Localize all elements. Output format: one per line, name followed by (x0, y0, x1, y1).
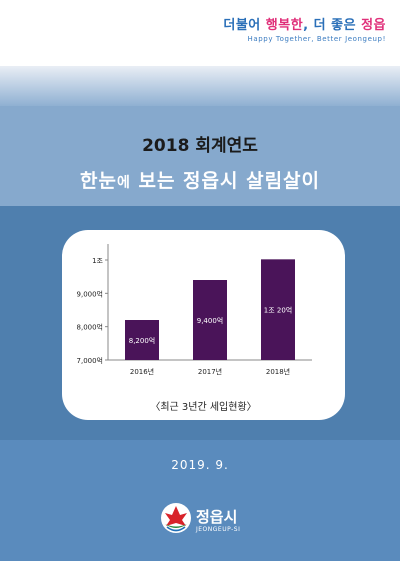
header-fade (0, 66, 400, 106)
city-slogan: 더불어 행복한, 더 좋은 정읍 Happy Together, Better … (223, 14, 386, 43)
city-logo: 정읍시 JEONGEUP-SI (160, 502, 260, 538)
slogan-city: 정읍 (361, 18, 386, 33)
page-title: 한눈에 보는 정읍시 살림살이 (0, 166, 400, 193)
slogan-middle: , 더 좋은 (303, 18, 362, 33)
header-band (0, 0, 400, 66)
x-tick-label: 2017년 (198, 367, 222, 376)
revenue-chart-card: 7,000억 8,000억 9,000억 1조 8,200억 2016년 9,400억 201… (62, 230, 345, 420)
chart-caption: 〈최근 3년간 세입현황〉 (150, 402, 257, 413)
title-small: 에 (116, 175, 131, 191)
bar (125, 320, 159, 360)
logo-english: JEONGEUP-SI (196, 526, 241, 533)
slogan-text: 더불어 행복한, 더 좋은 정읍 (223, 14, 386, 33)
bar-data-label: 8,200억 (129, 337, 155, 345)
y-tick-label: 7,000억 (77, 357, 103, 365)
bar (261, 259, 295, 360)
fiscal-year-heading: 2018 회계연도 (142, 136, 258, 156)
slogan-prefix: 더불어 (223, 18, 266, 33)
y-tick-label: 8,000억 (77, 324, 103, 332)
title-part2: 보는 정읍시 살림살이 (130, 170, 321, 192)
revenue-chart: 7,000억 8,000억 9,000억 1조 8,200억 2016년 9,400억 201… (77, 244, 312, 376)
title-part1: 한눈 (79, 170, 117, 192)
logo-name: 정읍시 (196, 508, 238, 526)
publication-date: 2019. 9. (171, 458, 229, 472)
y-tick-label: 9,000억 (77, 290, 103, 298)
x-tick-label: 2018년 (266, 367, 290, 376)
city-emblem-icon (161, 503, 191, 533)
bar-data-label: 9,400억 (197, 317, 223, 325)
slogan-highlight: 행복한 (265, 18, 304, 33)
footer-band (0, 440, 400, 561)
slogan-english: Happy Together, Better Jeongeup! (247, 35, 386, 43)
title-band (0, 106, 400, 206)
bar (193, 280, 227, 360)
x-tick-label: 2016년 (130, 367, 154, 376)
y-tick-label: 1조 (92, 257, 103, 265)
bar-data-label: 1조 20억 (264, 307, 292, 315)
